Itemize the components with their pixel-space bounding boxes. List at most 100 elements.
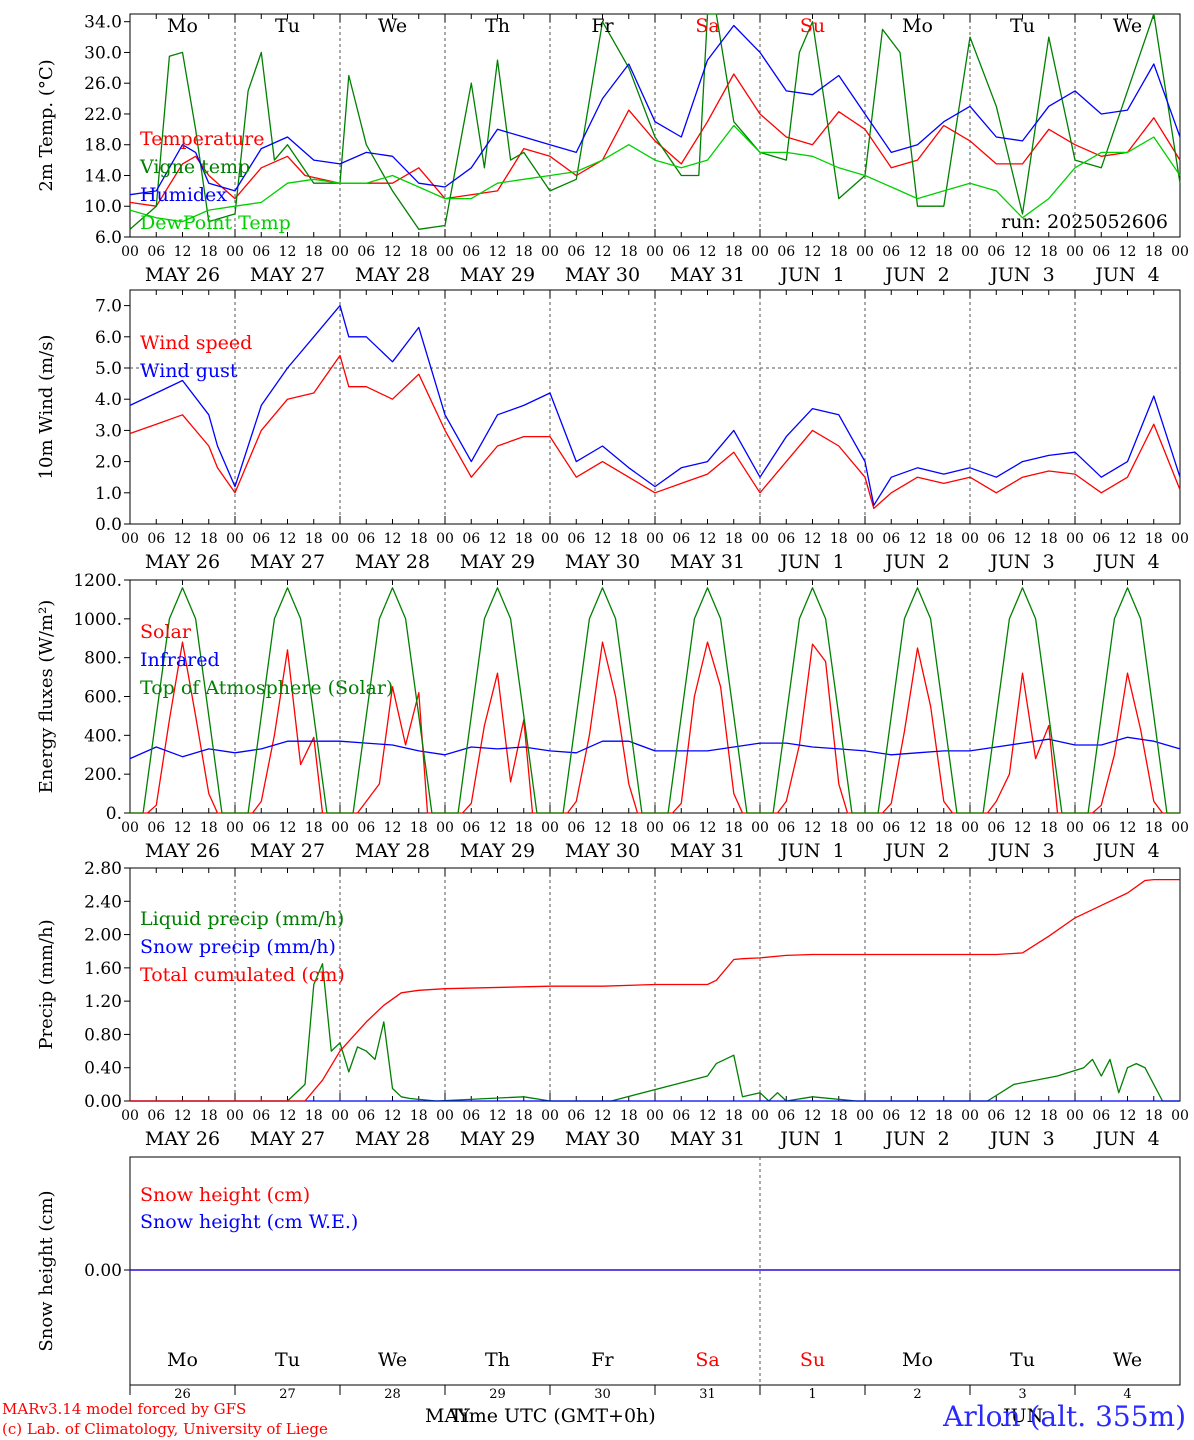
x-hour-label: 00	[226, 820, 244, 836]
x-hour-label: 00	[121, 244, 139, 260]
x-hour-label: 12	[594, 531, 612, 547]
series-line	[129, 13, 1181, 230]
x-date-label: MAY 30	[565, 840, 640, 862]
x-hour-label: 06	[672, 531, 690, 547]
x-hour-label: 00	[331, 820, 349, 836]
y-tick-label: 4.0	[95, 390, 122, 410]
x-hour-label: 06	[777, 820, 795, 836]
legend-entry: Vigne temp	[139, 156, 250, 178]
x-date-label: JUN 1	[778, 1128, 844, 1150]
x-hour-label: 00	[856, 531, 874, 547]
x-hour-label: 12	[804, 244, 822, 260]
legend-entry: Solar	[140, 621, 192, 643]
x-hour-label: 00	[1171, 244, 1189, 260]
x-hour-label: 06	[987, 531, 1005, 547]
x-hour-label: 12	[174, 531, 192, 547]
x-date-label: JUN 3	[988, 1128, 1054, 1150]
x-hour-label: 18	[830, 820, 848, 836]
x-hour-label: 18	[830, 1108, 848, 1124]
x-hour-label: 12	[384, 531, 402, 547]
y-tick-label: 0.00	[84, 1092, 122, 1112]
x-hour-label: 12	[804, 531, 822, 547]
x-hour-label: 12	[1119, 820, 1137, 836]
x-hour-label: 18	[830, 244, 848, 260]
x-date-label: MAY 26	[145, 1128, 220, 1150]
day-number-label: 31	[699, 1387, 716, 1402]
y-axis-label: 10m Wind (m/s)	[36, 335, 57, 480]
x-hour-label: 18	[1145, 244, 1163, 260]
x-hour-label: 06	[252, 1108, 270, 1124]
weekday-label: We	[378, 15, 407, 37]
legend-entry: Snow height (cm)	[140, 1184, 310, 1206]
x-hour-label: 06	[882, 1108, 900, 1124]
x-hour-label: 12	[384, 244, 402, 260]
day-number-label: 29	[489, 1387, 506, 1402]
series-line	[130, 587, 1180, 814]
x-date-label: MAY 26	[145, 551, 220, 573]
y-tick-label: 7.0	[95, 297, 122, 317]
y-tick-label: 10.0	[84, 197, 122, 217]
x-hour-label: 12	[489, 244, 507, 260]
x-date-label: MAY 29	[460, 264, 535, 286]
x-hour-label: 06	[147, 1108, 165, 1124]
x-date-label: JUN 3	[988, 551, 1054, 573]
x-date-label: JUN 2	[883, 264, 949, 286]
month-label-may: MAY	[425, 1405, 470, 1427]
x-hour-label: 06	[462, 820, 480, 836]
x-hour-label: 18	[305, 1108, 323, 1124]
x-hour-label: 00	[751, 244, 769, 260]
y-tick-label: 30.0	[84, 43, 122, 63]
x-hour-label: 06	[147, 531, 165, 547]
x-hour-label: 06	[567, 531, 585, 547]
x-hour-label: 12	[594, 820, 612, 836]
y-tick-label: 5.0	[95, 359, 122, 379]
y-tick-label: 34.0	[84, 13, 122, 33]
legend-entry: Liquid precip (mm/h)	[140, 908, 344, 930]
x-hour-label: 06	[777, 1108, 795, 1124]
weekday-label: Sa	[695, 15, 719, 37]
x-hour-label: 00	[121, 531, 139, 547]
x-hour-label: 00	[541, 1108, 559, 1124]
weekday-label: Tu	[1010, 15, 1035, 37]
run-label: run: 2025052606	[1001, 211, 1168, 233]
x-date-label: JUN 1	[778, 551, 844, 573]
weekday-label: Su	[800, 1349, 825, 1371]
y-axis-label: 2m Temp. (°C)	[36, 59, 57, 191]
day-number-label: 3	[1018, 1387, 1026, 1402]
x-hour-label: 18	[620, 244, 638, 260]
x-hour-label: 06	[357, 1108, 375, 1124]
y-axis-label: Snow height (cm)	[36, 1190, 57, 1351]
x-hour-label: 18	[305, 244, 323, 260]
legend-entry: Total cumulated (cm)	[140, 964, 345, 986]
y-tick-label: 600.	[84, 688, 122, 708]
x-hour-label: 18	[725, 1108, 743, 1124]
series-line	[129, 736, 1181, 760]
x-hour-label: 18	[935, 820, 953, 836]
y-tick-label: 1000.	[73, 610, 122, 630]
x-hour-label: 00	[856, 820, 874, 836]
x-hour-label: 00	[331, 531, 349, 547]
x-hour-label: 00	[646, 244, 664, 260]
x-hour-label: 06	[777, 244, 795, 260]
x-hour-label: 00	[331, 244, 349, 260]
x-hour-label: 00	[436, 244, 454, 260]
y-tick-label: 400.	[84, 726, 122, 746]
x-date-label: JUN 1	[778, 840, 844, 862]
x-hour-label: 18	[830, 531, 848, 547]
x-hour-label: 18	[1040, 531, 1058, 547]
legend-entry: Infrared	[140, 649, 220, 671]
x-hour-label: 18	[725, 244, 743, 260]
y-tick-label: 2.40	[84, 892, 122, 912]
x-date-label: MAY 27	[250, 840, 325, 862]
x-hour-label: 18	[200, 244, 218, 260]
series-line	[130, 878, 1180, 1102]
x-hour-label: 12	[1014, 820, 1032, 836]
x-hour-label: 12	[489, 820, 507, 836]
x-hour-label: 06	[462, 531, 480, 547]
series-line	[129, 124, 1181, 223]
day-number-label: 30	[594, 1387, 611, 1402]
x-hour-label: 00	[121, 820, 139, 836]
x-hour-label: 18	[410, 820, 428, 836]
x-date-label: JUN 2	[883, 1128, 949, 1150]
